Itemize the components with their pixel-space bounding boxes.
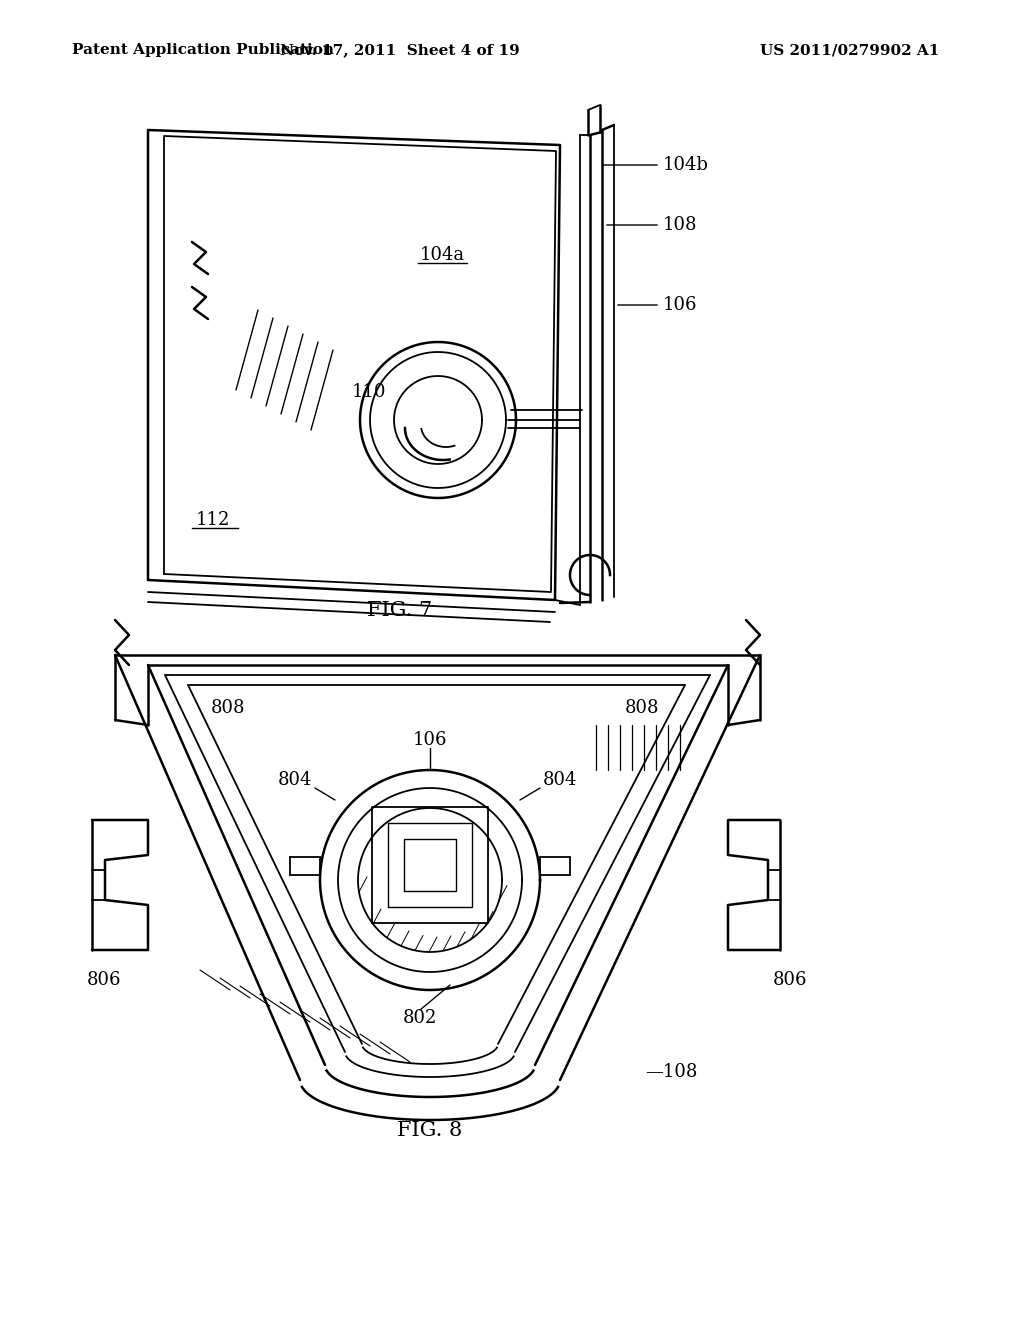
Text: 106: 106 [663, 296, 697, 314]
Text: FIG. 7: FIG. 7 [368, 601, 432, 619]
Text: 802: 802 [402, 1008, 437, 1027]
Text: —108: —108 [645, 1063, 697, 1081]
Text: 806: 806 [773, 972, 807, 989]
Text: 804: 804 [278, 771, 312, 789]
Text: Patent Application Publication: Patent Application Publication [72, 44, 334, 57]
Text: FIG. 8: FIG. 8 [397, 1121, 463, 1139]
Text: 808: 808 [211, 700, 246, 717]
Text: 806: 806 [87, 972, 121, 989]
Text: 112: 112 [196, 511, 230, 529]
Text: 104b: 104b [663, 156, 709, 174]
Text: 804: 804 [543, 771, 578, 789]
Text: 808: 808 [625, 700, 659, 717]
Text: 110: 110 [352, 383, 386, 401]
Text: Nov. 17, 2011  Sheet 4 of 19: Nov. 17, 2011 Sheet 4 of 19 [281, 44, 520, 57]
Text: 108: 108 [663, 216, 697, 234]
Text: US 2011/0279902 A1: US 2011/0279902 A1 [760, 44, 939, 57]
Text: 104a: 104a [420, 246, 465, 264]
Text: 106: 106 [413, 731, 447, 748]
